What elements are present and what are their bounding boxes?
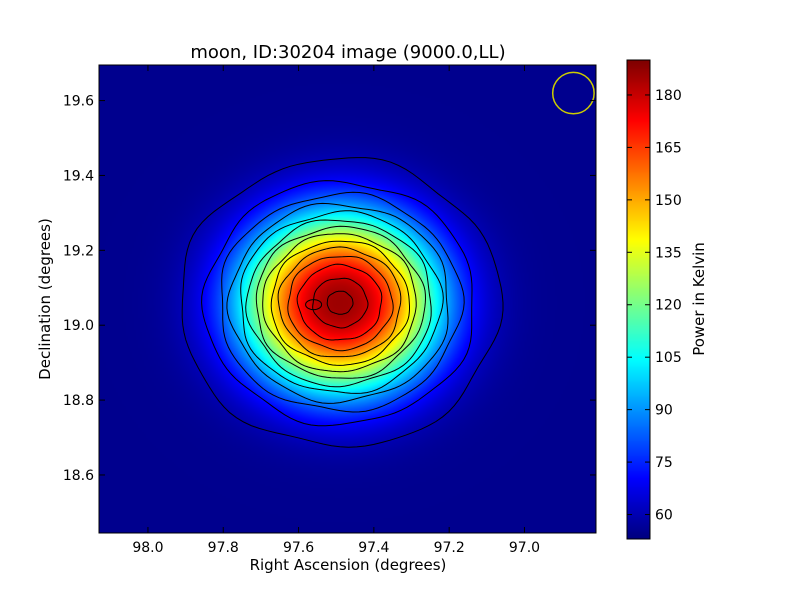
x-axis: 98.0 97.8 97.6 97.4 97.2 97.0 <box>132 65 540 556</box>
x-tick-label: 97.2 <box>434 540 465 556</box>
x-tick-label: 98.0 <box>132 540 163 556</box>
contour-line <box>226 202 449 404</box>
colorbar: 60 75 90 105 120 135 150 165 180 Power in Kelvin <box>626 59 708 540</box>
x-axis-label: Right Ascension (degrees) <box>250 556 447 574</box>
contour-line <box>305 299 323 311</box>
contour-line <box>326 290 354 315</box>
y-axis: 18.6 18.8 19.0 19.2 19.4 19.6 <box>63 94 596 484</box>
chart-title: moon, ID:30204 image (9000.0,LL) <box>190 42 505 63</box>
contour-line <box>181 157 504 448</box>
plot-frame <box>98 64 597 534</box>
contour-line <box>255 225 427 379</box>
y-tick-label: 19.4 <box>63 168 94 184</box>
beam-circle <box>551 71 595 115</box>
colorbar-tick-label: 150 <box>655 193 682 209</box>
colorbar-gradient <box>627 60 650 539</box>
contour-line <box>287 256 394 352</box>
x-tick-label: 97.0 <box>509 540 540 556</box>
x-tick-label: 97.6 <box>283 540 314 556</box>
contour-line <box>312 277 369 329</box>
contour-line <box>262 233 417 373</box>
x-tick-label: 97.8 <box>208 540 239 556</box>
x-tick-label: 97.4 <box>358 540 389 556</box>
y-tick-label: 18.8 <box>63 393 94 409</box>
y-axis-label: Declination (degrees) <box>36 218 54 380</box>
colorbar-label: Power in Kelvin <box>690 242 708 356</box>
colorbar-tick-label: 75 <box>655 455 673 471</box>
colorbar-tick-label: 105 <box>655 350 682 366</box>
y-tick-label: 19.6 <box>63 94 94 110</box>
contour-line <box>277 246 402 358</box>
y-tick-label: 18.6 <box>63 468 94 484</box>
colorbar-tick-label: 135 <box>655 245 682 261</box>
colorbar-tick-label: 165 <box>655 140 682 156</box>
intensity-image <box>99 65 596 533</box>
colorbar-tick-label: 90 <box>655 403 673 419</box>
y-tick-label: 19.0 <box>63 318 94 334</box>
colorbar-tick-label: 120 <box>655 298 682 314</box>
colorbar-tick-label: 180 <box>655 88 682 104</box>
colorbar-frame <box>626 59 651 540</box>
contour-line <box>201 180 473 427</box>
contour-line <box>221 191 465 413</box>
contour-line <box>245 219 432 388</box>
contour-line <box>240 210 444 394</box>
colorbar-tick-label: 60 <box>655 508 673 524</box>
y-tick-label: 19.2 <box>63 243 94 259</box>
contour-line <box>296 263 383 341</box>
contour-lines <box>181 157 504 448</box>
contour-line <box>270 240 410 366</box>
heatmap-plot <box>98 64 597 534</box>
colorbar-ticks: 60 75 90 105 120 135 150 165 180 <box>627 88 682 524</box>
